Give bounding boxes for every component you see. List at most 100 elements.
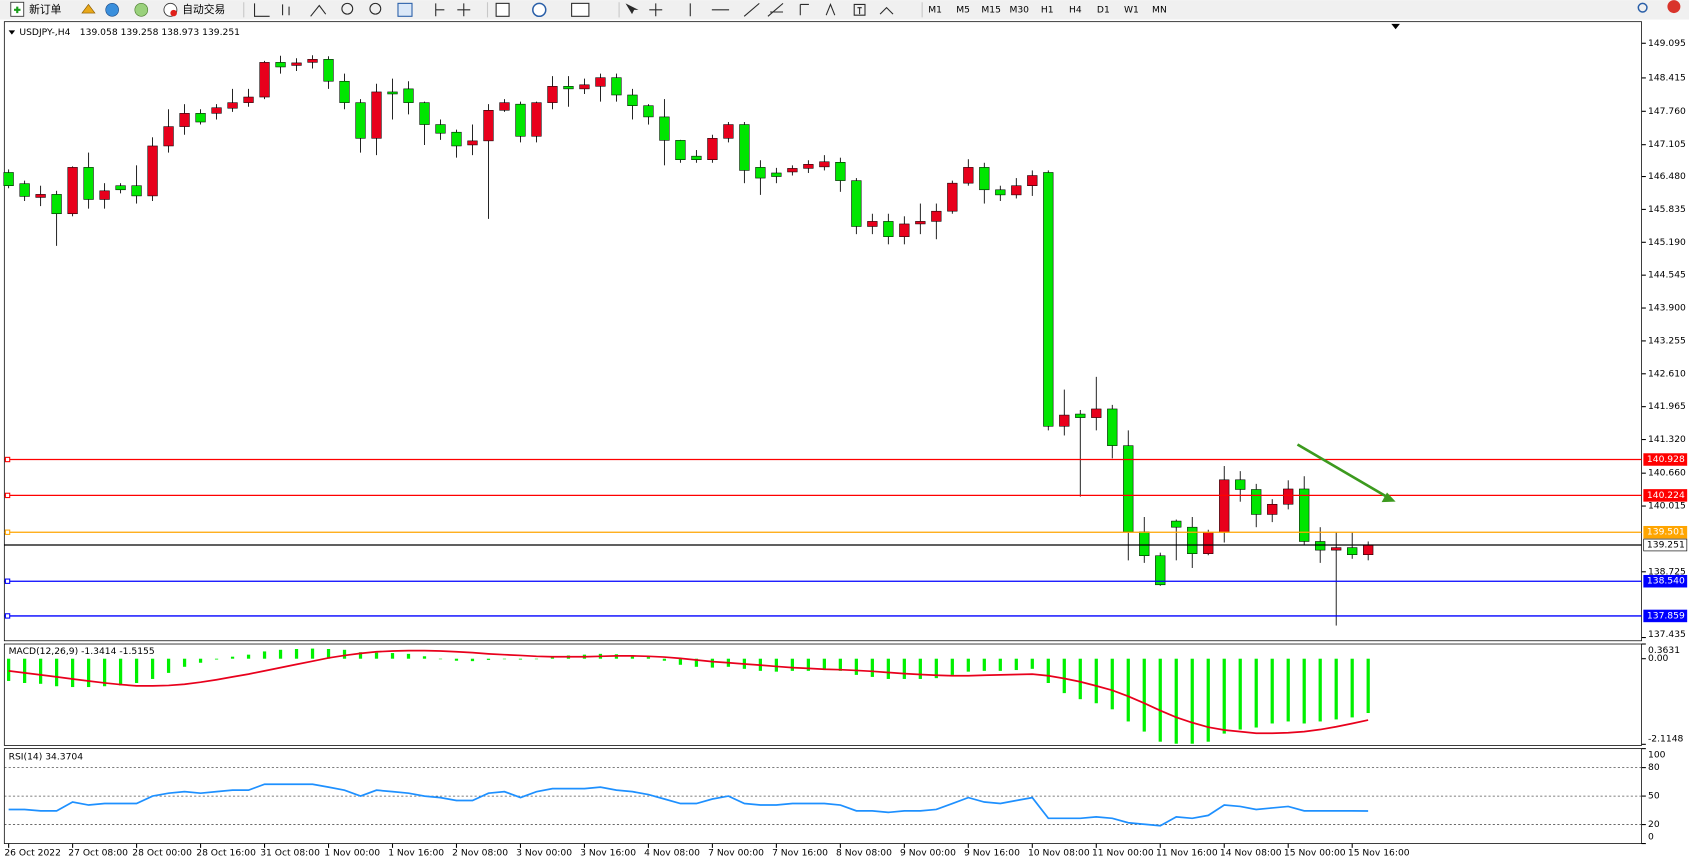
- chart-type-icons[interactable]: [253, 3, 327, 17]
- scroll-icons[interactable]: [435, 3, 471, 17]
- templates-icon[interactable]: [571, 2, 590, 17]
- shift-marker: [1391, 23, 1400, 30]
- candle-body: [19, 183, 30, 197]
- candle-body: [83, 167, 94, 200]
- macd-bar: [982, 658, 986, 671]
- candle-body: [995, 189, 1006, 196]
- macd-bar: [70, 658, 75, 688]
- cursor-icon[interactable]: [625, 3, 639, 15]
- timeframe-button[interactable]: M1: [928, 4, 942, 15]
- x-tick-label: 26 Oct 2022: [4, 848, 61, 859]
- macd-bar: [1222, 658, 1226, 734]
- macd-bar: [326, 648, 331, 659]
- search-icon[interactable]: [1637, 2, 1648, 13]
- expert-icon[interactable]: [81, 3, 96, 14]
- y-tick-label: 143.900: [1648, 303, 1686, 314]
- macd-bar: [774, 658, 778, 672]
- level-label-bg: [1643, 489, 1688, 502]
- notification-badge[interactable]: [1667, 0, 1681, 14]
- candle-body: [579, 84, 590, 90]
- y-tick-label: 140.015: [1648, 501, 1686, 512]
- macd-bar: [710, 658, 715, 668]
- candle-body: [1187, 526, 1198, 554]
- symbol-menu-arrow[interactable]: [8, 30, 16, 35]
- candle-body: [883, 221, 894, 237]
- candle-body: [1203, 532, 1214, 554]
- candle-body: [691, 155, 702, 160]
- x-tick-label: 11 Nov 16:00: [1156, 848, 1218, 859]
- macd-bar: [1062, 658, 1066, 694]
- text-tools[interactable]: [825, 2, 894, 16]
- macd-bar: [518, 658, 523, 660]
- level-handle: [4, 529, 11, 535]
- zoom-out-icon[interactable]: [369, 2, 382, 15]
- drawing-tools[interactable]: [649, 2, 809, 17]
- level-label-bg: [1643, 538, 1688, 552]
- y-tick-label: 147.760: [1648, 106, 1686, 117]
- macd-bar: [550, 656, 555, 659]
- x-tick-label: 3 Nov 16:00: [580, 848, 636, 859]
- candle-body: [115, 185, 126, 191]
- candle-body: [851, 180, 862, 227]
- signals-icon[interactable]: [134, 3, 149, 17]
- candle-body: [1139, 531, 1150, 557]
- x-tick-label: 11 Nov 00:00: [1092, 848, 1154, 859]
- candle-body: [659, 116, 670, 141]
- candle-body: [467, 140, 478, 146]
- zoom-in-icon[interactable]: [341, 2, 354, 15]
- macd-bar: [438, 658, 443, 660]
- candle-body: [435, 124, 446, 134]
- timeframe-button[interactable]: H1: [1041, 4, 1054, 15]
- periods-icon[interactable]: [532, 2, 547, 18]
- macd-bar: [838, 658, 842, 671]
- level-label-bg: [1643, 453, 1688, 466]
- chart-subtitle: 139.058 139.258 138.973 139.251: [80, 27, 240, 38]
- rsi-line: [8, 783, 1369, 827]
- market-icon[interactable]: [105, 3, 119, 17]
- y-tick-label: 100: [1648, 750, 1666, 761]
- macd-bar: [1334, 658, 1338, 720]
- macd-bar: [422, 656, 427, 659]
- x-tick-label: 1 Nov 00:00: [324, 848, 380, 859]
- toolbar: 新订单 自动交易 M1 M5 M15 M30 H1 H4 D1 W1 MN: [0, 0, 1689, 20]
- auto-trading-button[interactable]: 自动交易: [163, 3, 225, 17]
- candle-body: [611, 77, 622, 96]
- indicators-icon[interactable]: [495, 2, 510, 17]
- candle-body: [1283, 488, 1294, 505]
- y-tick-label: 0: [1648, 832, 1654, 843]
- x-tick-label: 2 Nov 08:00: [452, 848, 508, 859]
- tile-icon[interactable]: [397, 2, 413, 17]
- candle-body: [131, 185, 142, 197]
- level-label-bg: [1643, 609, 1688, 623]
- timeframe-button[interactable]: M15: [981, 4, 1001, 15]
- y-tick-label: 80: [1648, 762, 1660, 773]
- timeframe-buttons: M1 M5 M15 M30 H1 H4 D1 W1 MN: [928, 4, 1167, 15]
- candle-body: [1011, 185, 1022, 196]
- candle-body: [371, 91, 382, 139]
- new-order-button[interactable]: 新订单: [10, 1, 62, 17]
- timeframe-button[interactable]: M5: [956, 4, 970, 15]
- macd-bar: [918, 658, 922, 679]
- macd-bar: [662, 658, 667, 661]
- candle-body: [643, 105, 654, 118]
- annotation-arrow: [1296, 443, 1387, 498]
- x-tick-label: 7 Nov 16:00: [772, 848, 828, 859]
- candle-body: [163, 126, 174, 147]
- timeframe-button[interactable]: M30: [1009, 4, 1029, 15]
- candle-body: [179, 113, 190, 127]
- macd-bar: [23, 658, 27, 683]
- y-tick-label: 146.480: [1648, 171, 1686, 182]
- timeframe-button[interactable]: D1: [1097, 4, 1110, 15]
- macd-bar: [294, 648, 299, 659]
- timeframe-button[interactable]: H4: [1069, 4, 1082, 15]
- candle-body: [275, 62, 286, 68]
- macd-bar: [39, 658, 43, 684]
- candle-body: [1347, 547, 1358, 555]
- level-handle: [4, 492, 11, 499]
- timeframe-button[interactable]: MN: [1152, 4, 1167, 15]
- level-label: 140.224: [1647, 490, 1685, 501]
- y-tick-label: 143.255: [1648, 335, 1686, 346]
- y-tick-label: 147.105: [1648, 139, 1686, 150]
- macd-bar: [7, 658, 11, 681]
- timeframe-button[interactable]: W1: [1124, 4, 1139, 15]
